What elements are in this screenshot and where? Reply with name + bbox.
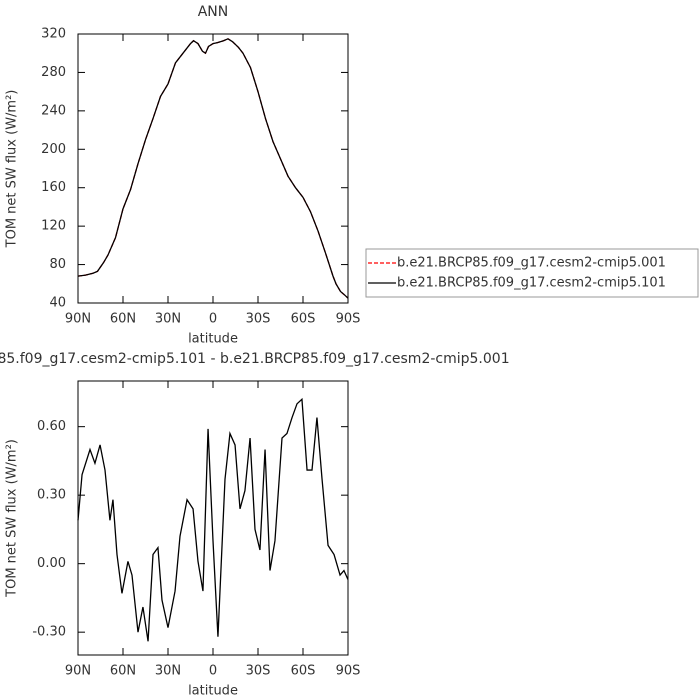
x-tick-label: 60S xyxy=(291,312,316,327)
y-tick-label: 0.00 xyxy=(37,556,66,571)
x-tick-label: 90N xyxy=(65,312,91,327)
legend-box xyxy=(365,248,699,298)
x-tick-label: 60N xyxy=(110,664,136,679)
x-tick-label: 0 xyxy=(209,312,217,327)
series-line xyxy=(77,38,349,299)
y-tick-label: 0.30 xyxy=(37,488,66,503)
plot-frame xyxy=(77,380,349,656)
legend-label: b.e21.BRCP85.f09_g17.cesm2-cmip5.001 xyxy=(397,256,666,271)
y-tick-label: 200 xyxy=(41,142,66,157)
chart-title: ANN xyxy=(198,4,229,20)
x-tick-label: 90N xyxy=(65,664,91,679)
x-tick-label: 30S xyxy=(246,664,271,679)
y-tick-label: 280 xyxy=(41,65,66,80)
x-tick-label: 30N xyxy=(155,312,181,327)
y-tick-label: 80 xyxy=(49,257,66,272)
legend-label: b.e21.BRCP85.f09_g17.cesm2-cmip5.101 xyxy=(397,276,666,291)
y-tick-label: 120 xyxy=(41,219,66,234)
plot-frame xyxy=(77,33,349,304)
x-tick-label: 60S xyxy=(291,664,316,679)
x-tick-label: 60N xyxy=(110,312,136,327)
series-line xyxy=(77,397,349,642)
x-tick-label: 90S xyxy=(336,312,361,327)
x-tick-label: 90S xyxy=(336,664,361,679)
x-tick-label: 30S xyxy=(246,312,271,327)
y-tick-label: 320 xyxy=(41,27,66,42)
y-tick-label: 240 xyxy=(41,103,66,118)
y-tick-label: 40 xyxy=(49,296,66,311)
series-line xyxy=(77,38,349,299)
y-axis-label: TOM net SW flux (W/m²) xyxy=(5,439,20,598)
chart-title: b.e21.BRCP85.f09_g17.cesm2-cmip5.101 - b… xyxy=(0,351,510,367)
y-axis-label: TOM net SW flux (W/m²) xyxy=(5,90,20,249)
x-axis-label: latitude xyxy=(188,684,238,699)
x-tick-label: 30N xyxy=(155,664,181,679)
y-tick-label: 160 xyxy=(41,180,66,195)
y-tick-label: -0.30 xyxy=(32,625,66,640)
x-tick-label: 0 xyxy=(209,664,217,679)
x-axis-label: latitude xyxy=(188,332,238,347)
y-tick-label: 0.60 xyxy=(37,419,66,434)
